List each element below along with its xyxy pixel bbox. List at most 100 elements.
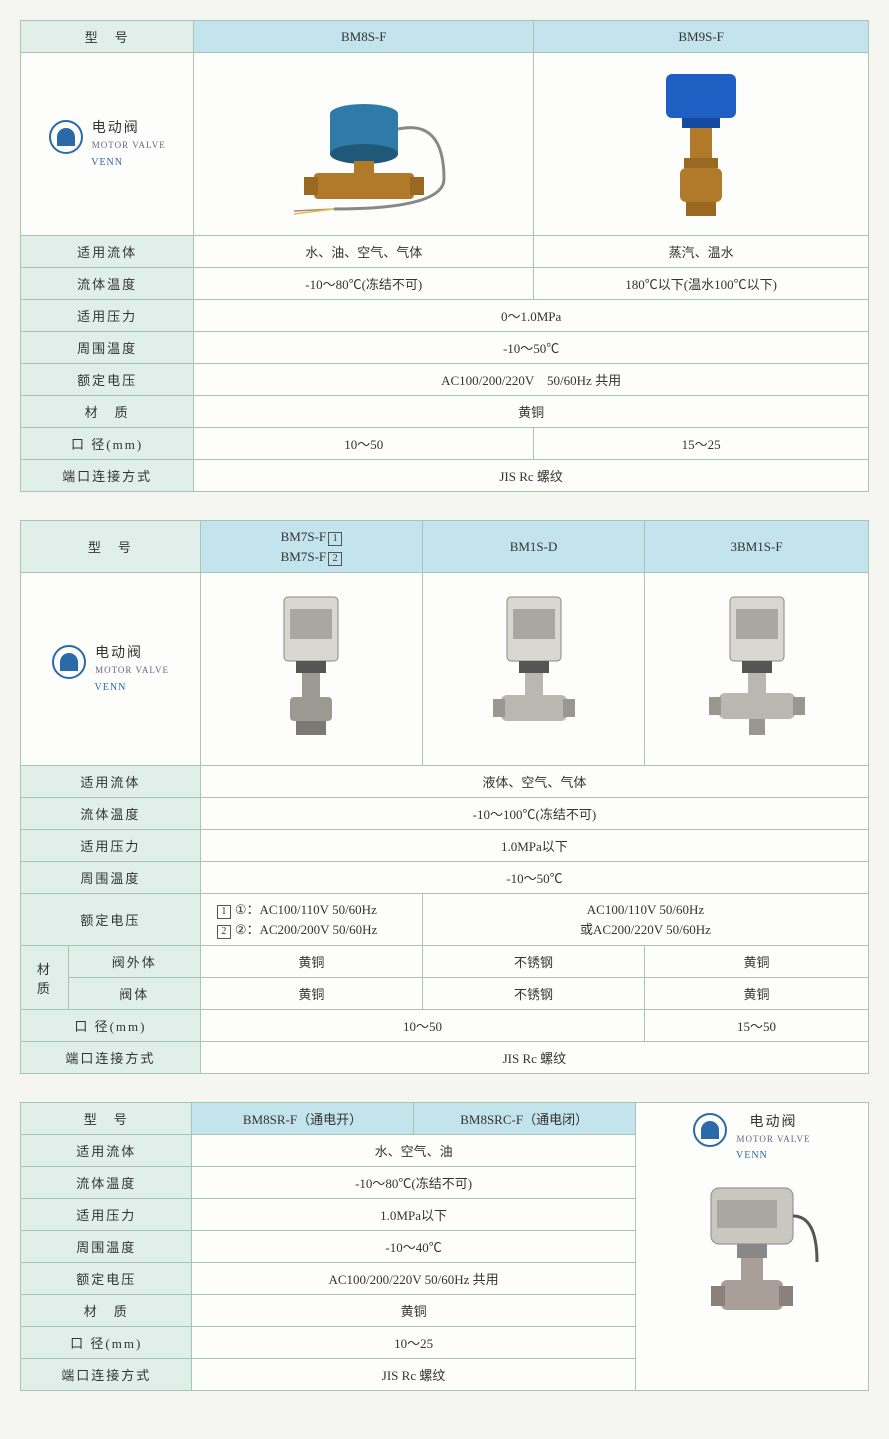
value-mat-outer-1: 不锈钢 [422, 946, 644, 978]
brand-name: VENN [644, 1149, 860, 1162]
header-col-bm8sr: BM8SR-F（通电开） [192, 1103, 413, 1135]
value-diameter-2a: 10～50 [200, 1010, 644, 1042]
brand-logo-icon [693, 1113, 727, 1147]
brand-en: MOTOR VALVE [95, 665, 169, 675]
value-pressure: 0～1.0MPa [194, 300, 869, 332]
brand-en: MOTOR VALVE [737, 1134, 811, 1144]
value-ambient-3: -10～40℃ [192, 1231, 635, 1263]
label-voltage-3: 额定电压 [21, 1263, 192, 1295]
value-diameter-bm9s: 15～25 [534, 428, 869, 460]
header-col-bm8src: BM8SRC-F（通电闭） [413, 1103, 635, 1135]
label-pressure: 适用压力 [21, 300, 194, 332]
value-material: 黄铜 [194, 396, 869, 428]
label-material-3: 材 质 [21, 1295, 192, 1327]
value-ambient-2: -10～50℃ [200, 862, 868, 894]
label-voltage-2: 额定电压 [21, 894, 201, 946]
header-col-bm1s: BM1S-D [422, 521, 644, 573]
label-voltage: 额定电压 [21, 364, 194, 396]
value-fluid-temp-3: -10～80℃(冻结不可) [192, 1167, 635, 1199]
label-diameter-3: 口 径(mm) [21, 1327, 192, 1359]
label-connection: 端口连接方式 [21, 460, 194, 492]
logo-cell: 电动阀 MOTOR VALVE VENN [21, 53, 194, 236]
value-connection-2: JIS Rc 螺纹 [200, 1042, 868, 1074]
spec-table-3: 型 号 BM8SR-F（通电开） BM8SRC-F（通电闭） 电动阀 MOTOR… [20, 1102, 869, 1391]
brand-name: VENN [52, 681, 169, 694]
product-image-bm9s [534, 53, 869, 236]
brand-logo-icon [49, 120, 83, 154]
brand-en: MOTOR VALVE [92, 140, 166, 150]
header-model: 型 号 [21, 21, 194, 53]
brand-name: VENN [49, 156, 166, 169]
voltage-right-2: 或AC200/220V 50/60Hz [580, 922, 711, 937]
brand-cn: 电动阀 [95, 646, 143, 661]
box-1-icon: 1 [328, 532, 342, 546]
label-pressure-3: 适用压力 [21, 1199, 192, 1231]
label-connection-3: 端口连接方式 [21, 1359, 192, 1391]
value-fluid-temp-bm9s: 180℃以下(温水100℃以下) [534, 268, 869, 300]
label-fluid-temp-3: 流体温度 [21, 1167, 192, 1199]
value-fluid-3: 水、空气、油 [192, 1135, 635, 1167]
header-col-3bm1s: 3BM1S-F [645, 521, 869, 573]
label-mat-outer: 阀外体 [68, 946, 200, 978]
product-image-bm8s [194, 53, 534, 236]
value-connection-3: JIS Rc 螺纹 [192, 1359, 635, 1391]
product-image-bm7s [200, 573, 422, 766]
label-diameter: 口 径(mm) [21, 428, 194, 460]
value-diameter-3: 10～25 [192, 1327, 635, 1359]
value-diameter-2b: 15～50 [645, 1010, 869, 1042]
brand-cn: 电动阀 [92, 121, 140, 136]
brand-cn: 电动阀 [750, 1115, 798, 1130]
brand-logo-icon [52, 645, 86, 679]
col0-line1: BM7S-F [281, 529, 327, 544]
label-ambient: 周围温度 [21, 332, 194, 364]
spec-table-2: 型 号 BM7S-F1 BM7S-F2 BM1S-D 3BM1S-F 电动阀 M… [20, 520, 869, 1074]
label-connection-2: 端口连接方式 [21, 1042, 201, 1074]
header-col-bm8s: BM8S-F [194, 21, 534, 53]
value-pressure-2: 1.0MPa以下 [200, 830, 868, 862]
label-fluid-temp-2: 流体温度 [21, 798, 201, 830]
label-fluid: 适用流体 [21, 236, 194, 268]
value-connection: JIS Rc 螺纹 [194, 460, 869, 492]
label-material: 材 质 [21, 396, 194, 428]
value-fluid-temp-bm8s: -10～80℃(冻结不可) [194, 268, 534, 300]
value-fluid-bm8s: 水、油、空气、气体 [194, 236, 534, 268]
value-voltage-bm7s: 1①：AC100/110V 50/60Hz 2②：AC200/200V 50/6… [200, 894, 422, 946]
value-voltage-right: AC100/110V 50/60Hz 或AC200/220V 50/60Hz [422, 894, 868, 946]
voltage-left-1: ①：AC100/110V 50/60Hz [217, 902, 377, 917]
spec-table-1: 型 号 BM8S-F BM9S-F 电动阀 MOTOR VALVE VENN [20, 20, 869, 492]
box-2-icon: 2 [328, 552, 342, 566]
voltage-left-2: ②：AC200/200V 50/60Hz [217, 922, 378, 937]
value-pressure-3: 1.0MPa以下 [192, 1199, 635, 1231]
voltage-right-1: AC100/110V 50/60Hz [587, 902, 704, 917]
label-ambient-2: 周围温度 [21, 862, 201, 894]
value-mat-outer-0: 黄铜 [200, 946, 422, 978]
label-diameter-2: 口 径(mm) [21, 1010, 201, 1042]
label-mat-body: 阀体 [68, 978, 200, 1010]
col0-line2: BM7S-F [281, 549, 327, 564]
label-ambient-3: 周围温度 [21, 1231, 192, 1263]
value-fluid-temp-2: -10～100℃(冻结不可) [200, 798, 868, 830]
header-model-2: 型 号 [21, 521, 201, 573]
logo-cell-2: 电动阀 MOTOR VALVE VENN [21, 573, 201, 766]
product-image-bm1s [422, 573, 644, 766]
label-fluid-2: 适用流体 [21, 766, 201, 798]
value-fluid-2: 液体、空气、气体 [200, 766, 868, 798]
product-image-bm8sr [677, 1172, 827, 1332]
product-image-3bm1s [645, 573, 869, 766]
value-voltage: AC100/200/220V 50/60Hz 共用 [194, 364, 869, 396]
value-fluid-bm9s: 蒸汽、温水 [534, 236, 869, 268]
label-material-group: 材质 [21, 946, 69, 1010]
value-mat-body-2: 黄铜 [645, 978, 869, 1010]
header-col-bm9s: BM9S-F [534, 21, 869, 53]
value-voltage-3: AC100/200/220V 50/60Hz 共用 [192, 1263, 635, 1295]
value-mat-body-1: 不锈钢 [422, 978, 644, 1010]
value-material-3: 黄铜 [192, 1295, 635, 1327]
value-mat-outer-2: 黄铜 [645, 946, 869, 978]
value-diameter-bm8s: 10～50 [194, 428, 534, 460]
product-logo-image-cell: 电动阀 MOTOR VALVE VENN [635, 1103, 868, 1391]
header-col-bm7s: BM7S-F1 BM7S-F2 [200, 521, 422, 573]
header-model-3: 型 号 [21, 1103, 192, 1135]
label-fluid-temp: 流体温度 [21, 268, 194, 300]
value-mat-body-0: 黄铜 [200, 978, 422, 1010]
label-fluid-3: 适用流体 [21, 1135, 192, 1167]
